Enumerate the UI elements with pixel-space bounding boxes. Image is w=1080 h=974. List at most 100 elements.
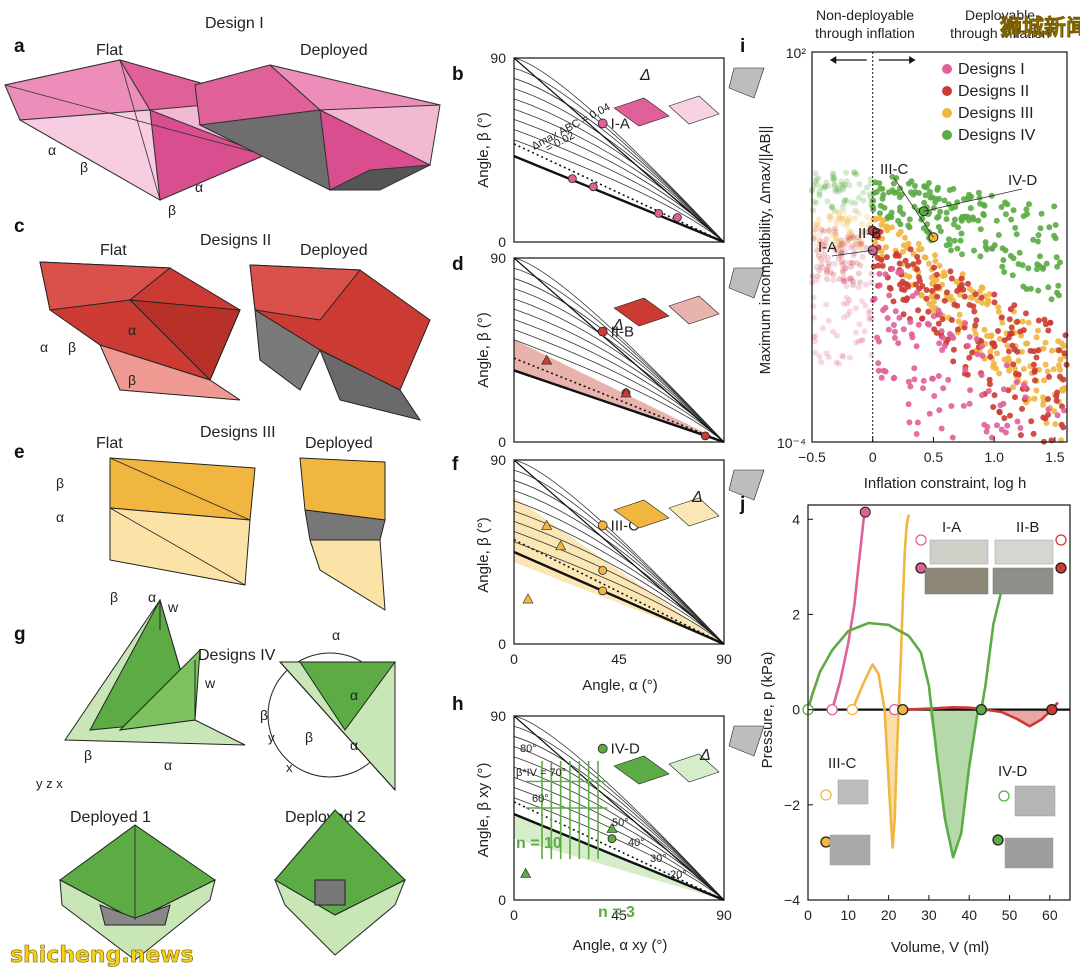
chart-h-angle-40: 40° [628,837,645,849]
chart-i-point-s3-259 [926,410,933,417]
chart-i-point-s3-14 [830,277,837,284]
chart-i-point-s3-127 [855,338,862,345]
chart-h-inset-origami-1 [613,755,670,785]
chart-i-point-s3-100 [979,343,985,350]
chart-i-xtick-1: 0 [869,449,877,465]
chart-i-point-s0-124 [995,232,1002,238]
chart-i-point-s0-37 [1027,285,1034,292]
chart-i-point-s1-231 [889,224,895,231]
panel-g-title: Designs IV [198,647,276,664]
chart-i-point-s1-137 [1052,421,1059,428]
chart-i-point-s0-178 [812,178,819,185]
chart-i-point-s2-23 [837,242,844,249]
chart-i-point-s1-95 [840,208,847,215]
chart-i-point-s2-182 [987,353,994,360]
chart-h-ylabel: Angle, β xy (°) [475,763,492,858]
chart-i-point-s2-116 [915,258,922,265]
chart-i-point-s1-240 [1050,366,1057,373]
chart-b-contour-2 [513,78,725,243]
chart-i-point-s3-111 [852,244,859,251]
chart-j-xtick-6: 60 [1042,907,1058,923]
chart-i-point-s2-181 [914,253,921,260]
chart-i-point-s0-108 [1020,213,1027,220]
chart-i-point-s3-42 [979,352,986,359]
chart-h-marker-dot-0 [597,743,608,754]
chart-i-point-s0-180 [823,179,830,186]
chart-i-point-s2-104 [934,293,941,300]
chart-b-contour-5 [513,108,725,243]
chart-i-point-s2-4 [925,308,932,315]
chart-i-point-s2-203 [840,269,847,276]
chart-i-point-s2-195 [1006,316,1013,323]
chart-i-point-s3-88 [1000,386,1007,393]
chart-i-xlabel: Inflation constraint, log h [864,475,1027,492]
chart-i-point-s1-13 [833,231,840,238]
chart-f-point-0 [598,566,608,575]
chart-i-point-s2-35 [818,226,825,233]
chart-i-point-s1-135 [985,297,992,304]
chart-i-highlight-leader-1 [871,230,874,243]
chart-f-triangle-2 [522,593,534,604]
chart-i-point-s2-244 [850,278,857,285]
design-iv-circle-diagram [267,652,396,792]
chart-i-point-s3-158 [983,428,990,435]
chart-i-point-s2-178 [1020,327,1027,334]
chart-i-point-s0-247 [867,176,874,183]
chart-i-point-s2-47 [847,234,854,241]
chart-d-diagonal [513,257,725,443]
chart-d-ytick-0: 0 [498,434,506,450]
chart-i-legend-label-0: Designs I [958,61,1025,78]
chart-i-point-s2-241 [836,276,843,283]
beta-iii2-label: β [110,589,118,605]
chart-j-xtick-0: 0 [804,907,812,923]
chart-h-contour-4 [513,756,725,901]
chart-i-point-s3-99 [823,350,830,357]
chart-i-xtick-4: 1.5 [1045,449,1065,465]
chart-i-point-s2-188 [944,336,951,343]
chart-i-point-s2-74 [900,311,907,318]
chart-i-point-s1-43 [843,240,850,247]
chart-d-contour-7 [513,329,725,443]
chart-i-point-s0-121 [1026,201,1032,208]
chart-i-point-s0-11 [1048,296,1055,303]
chart-i-point-s2-212 [935,320,942,327]
chart-i-point-s0-1 [838,178,845,185]
chart-i-point-s2-143 [990,404,997,410]
chart-i-point-s0-16 [852,207,859,214]
chart-i-point-s3-178 [978,372,985,379]
chart-i-point-s2-254 [1045,411,1052,418]
chart-f-inset-delta-shape [728,469,765,501]
chart-i-point-s3-33 [841,242,848,249]
chart-i-point-s0-42 [863,184,870,191]
chart-i-point-s1-165 [979,299,986,306]
alpha-iii2-label: α [148,589,156,605]
chart-i-point-s3-79 [886,292,893,299]
chart-i-point-s1-19 [1041,377,1047,384]
chart-i-point-s2-232 [1035,317,1042,324]
chart-i-point-s0-155 [946,187,953,193]
chart-i-point-s2-227 [991,392,998,399]
chart-i-point-s2-172 [1056,373,1063,380]
chart-i-point-s0-63 [867,180,874,187]
chart-i-point-s0-258 [952,204,959,210]
chart-i-point-s1-51 [839,215,845,222]
chart-i-point-s2-37 [902,257,909,264]
chart-f-diagonal [513,459,725,645]
chart-i-point-s1-173 [816,244,823,251]
chart-i-point-s1-119 [1042,361,1049,368]
chart-i-point-s3-83 [831,260,838,267]
chart-i-point-s2-159 [1015,371,1022,378]
chart-i-point-s3-52 [924,320,931,327]
chart-i-point-s3-51 [841,247,848,254]
panel-letter-i: i [740,36,745,57]
chart-i-point-s3-65 [840,314,847,321]
panel-e-title: Designs III [200,424,276,441]
chart-f-contour-2 [513,480,725,645]
chart-i-point-s0-92 [975,217,982,224]
chart-i-point-s3-249 [844,312,851,319]
panel-letter-a: a [14,36,25,57]
chart-i-point-s2-228 [954,326,961,333]
chart-i-point-s1-98 [1051,408,1058,415]
chart-d-ytick-1: 90 [490,250,506,266]
chart-i-point-s0-197 [916,190,922,196]
